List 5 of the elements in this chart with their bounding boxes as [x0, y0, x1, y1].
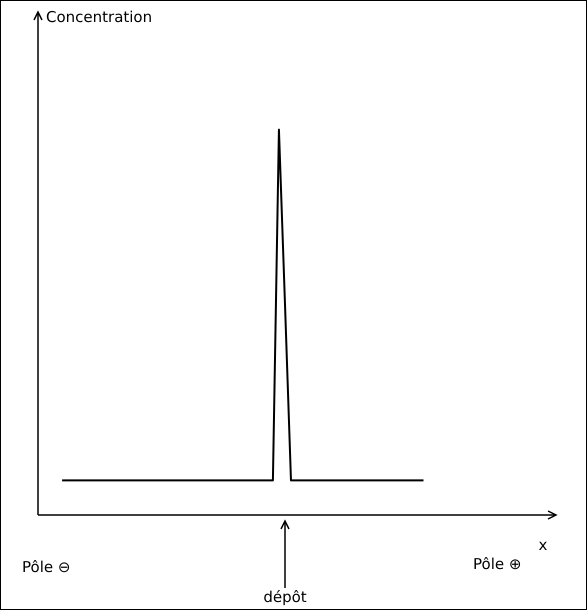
- text: Pôle ⊕: [473, 555, 522, 573]
- text: dépôt: [263, 588, 307, 606]
- x-axis-title: x: [538, 536, 548, 554]
- text: Concentration: [46, 8, 152, 26]
- text: Pôle ⊖: [22, 558, 70, 576]
